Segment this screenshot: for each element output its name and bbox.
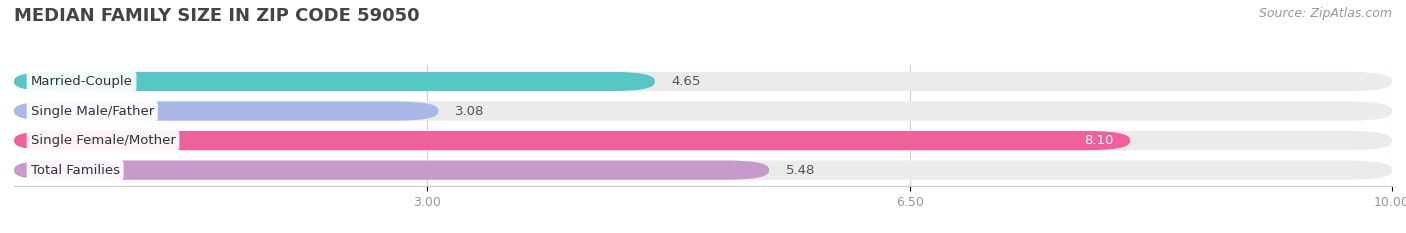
FancyBboxPatch shape [14, 101, 1392, 121]
Text: 5.48: 5.48 [786, 164, 815, 177]
FancyBboxPatch shape [14, 101, 439, 121]
FancyBboxPatch shape [14, 161, 769, 180]
Text: 4.65: 4.65 [671, 75, 700, 88]
FancyBboxPatch shape [14, 131, 1130, 150]
FancyBboxPatch shape [14, 72, 655, 91]
Text: MEDIAN FAMILY SIZE IN ZIP CODE 59050: MEDIAN FAMILY SIZE IN ZIP CODE 59050 [14, 7, 419, 25]
FancyBboxPatch shape [14, 161, 1392, 180]
Text: Single Male/Father: Single Male/Father [31, 105, 153, 117]
Text: Total Families: Total Families [31, 164, 120, 177]
Text: 8.10: 8.10 [1084, 134, 1114, 147]
Text: Source: ZipAtlas.com: Source: ZipAtlas.com [1258, 7, 1392, 20]
FancyBboxPatch shape [14, 72, 1392, 91]
Text: Single Female/Mother: Single Female/Mother [31, 134, 176, 147]
Text: Married-Couple: Married-Couple [31, 75, 132, 88]
FancyBboxPatch shape [14, 131, 1392, 150]
Text: 3.08: 3.08 [456, 105, 484, 117]
